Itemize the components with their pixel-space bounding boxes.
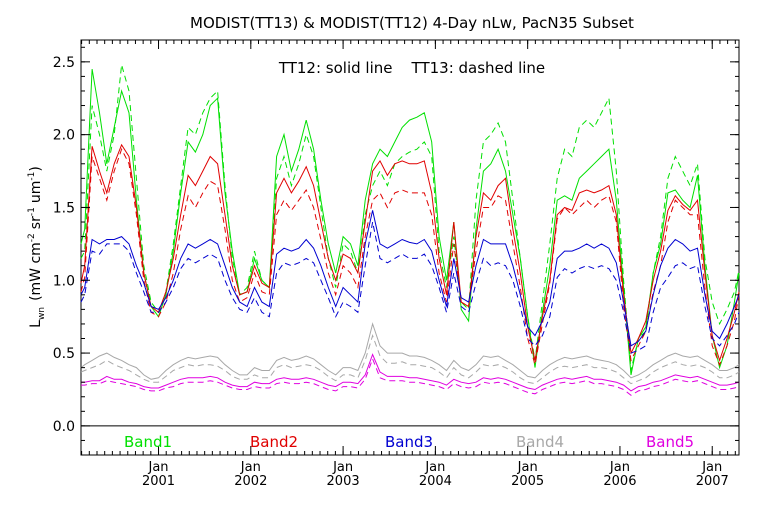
- y-tick-label: 0.5: [53, 346, 75, 362]
- band4-tt13-dashed-line: [80, 334, 740, 385]
- band3-tt12-solid-line: [80, 210, 740, 347]
- series-layer: [80, 64, 740, 396]
- x-tick-month-label: Jan: [517, 460, 538, 475]
- y-tick-label: 1.5: [53, 200, 75, 216]
- y-axis-label-exp1: -2: [27, 233, 37, 242]
- y-axis-label-units-mid: sr: [28, 216, 44, 229]
- plot-area: 0.00.51.01.52.02.5Jan2001Jan2002Jan2003J…: [53, 39, 740, 489]
- x-tick-month-label: Jan: [332, 460, 353, 475]
- chart-title: MODIST(TT13) & MODIST(TT12) 4-Day nLw, P…: [190, 14, 634, 32]
- band5-tt13-dashed-line: [81, 357, 740, 396]
- y-axis-label-exp2: -1: [27, 207, 37, 216]
- x-tick-year-label: 2003: [327, 474, 360, 489]
- y-tick-label: 1.0: [53, 273, 75, 289]
- legend-band4: Band4: [516, 433, 564, 451]
- band4-tt12-solid-line: [80, 322, 740, 380]
- legend: Band1 Band2 Band3 Band4 Band5: [124, 433, 694, 451]
- band2-tt13-dashed-line: [80, 147, 740, 367]
- legend-band2: Band2: [250, 433, 298, 451]
- plot-frame: [80, 39, 740, 456]
- axis-layer: 0.00.51.01.52.02.5Jan2001Jan2002Jan2003J…: [53, 40, 739, 489]
- x-tick-month-label: Jan: [240, 460, 261, 475]
- legend-band5: Band5: [646, 433, 694, 451]
- x-tick-month-label: Jan: [424, 460, 445, 475]
- legend-band3: Band3: [385, 433, 433, 451]
- y-tick-label: 0.0: [53, 419, 75, 435]
- band3-tt13-dashed-line: [80, 221, 740, 354]
- line-style-annotation: TT12: solid line TT13: dashed line: [278, 59, 545, 77]
- x-tick-year-label: 2006: [603, 474, 636, 489]
- legend-band1: Band1: [124, 433, 172, 451]
- x-tick-month-label: Jan: [147, 460, 168, 475]
- x-tick-year-label: 2005: [511, 474, 544, 489]
- x-tick-year-label: 2007: [696, 474, 729, 489]
- x-tick-year-label: 2001: [142, 474, 175, 489]
- y-tick-label: 2.5: [53, 55, 75, 71]
- y-axis-label-units-start: (mW cm: [28, 242, 44, 301]
- y-axis-label: Lwn(mW cm-2sr-1um-1): [27, 166, 47, 328]
- band5-tt12-solid-line: [81, 353, 740, 392]
- y-axis-label-symbol: L: [28, 320, 44, 328]
- x-tick-year-label: 2002: [234, 474, 267, 489]
- y-axis-label-units-end: um: [28, 181, 44, 204]
- y-axis-label-subscript: wn: [37, 307, 47, 320]
- x-tick-month-label: Jan: [609, 460, 630, 475]
- y-axis-label-close: ): [28, 166, 44, 171]
- band1-tt12-solid-line: [80, 69, 740, 375]
- y-axis-label-exp3: -1: [27, 172, 37, 181]
- y-tick-label: 2.0: [53, 128, 75, 144]
- x-tick-year-label: 2004: [419, 474, 452, 489]
- x-tick-month-label: Jan: [701, 460, 722, 475]
